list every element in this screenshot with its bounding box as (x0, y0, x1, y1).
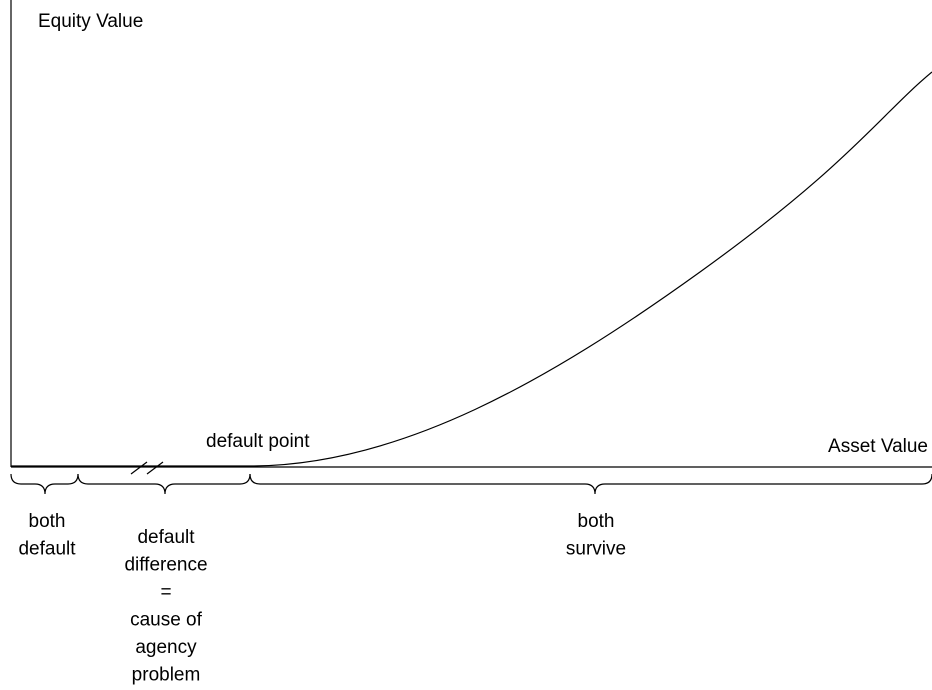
region-label: cause of (130, 610, 203, 631)
region-label: problem (132, 665, 201, 686)
region-label: default (18, 539, 76, 560)
brace (249, 473, 932, 495)
region-label: both (578, 511, 615, 532)
axis-break (130, 461, 164, 475)
region-label: default (137, 527, 195, 548)
brace (10, 473, 79, 495)
region-label: survive (566, 539, 626, 560)
region-label: agency (135, 637, 197, 658)
equity-curve (11, 71, 932, 467)
region-label: difference (124, 555, 207, 576)
annotation: default point (206, 431, 310, 452)
region-label: both (29, 511, 66, 532)
region-label: = (160, 582, 171, 603)
y-axis-label: Equity Value (38, 11, 143, 32)
x-axis-label: Asset Value (828, 436, 928, 457)
brace (77, 473, 251, 495)
